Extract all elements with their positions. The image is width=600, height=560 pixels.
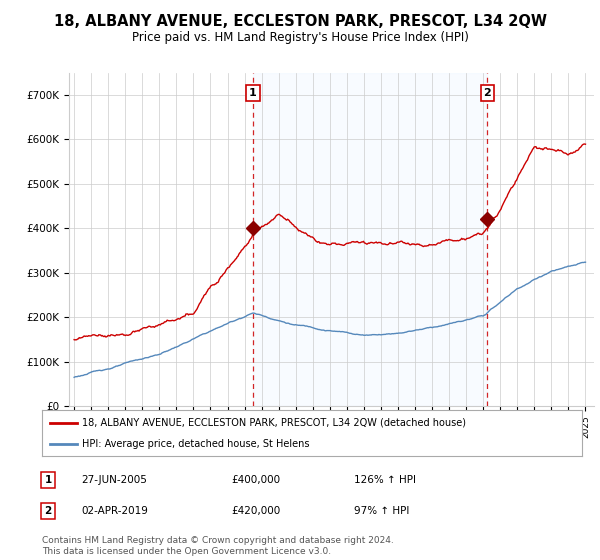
- Text: 97% ↑ HPI: 97% ↑ HPI: [354, 506, 409, 516]
- Text: 2: 2: [484, 88, 491, 98]
- Text: 02-APR-2019: 02-APR-2019: [81, 506, 148, 516]
- Text: HPI: Average price, detached house, St Helens: HPI: Average price, detached house, St H…: [83, 439, 310, 449]
- Text: 1: 1: [44, 475, 52, 485]
- Text: £400,000: £400,000: [231, 475, 280, 485]
- Text: 18, ALBANY AVENUE, ECCLESTON PARK, PRESCOT, L34 2QW (detached house): 18, ALBANY AVENUE, ECCLESTON PARK, PRESC…: [83, 418, 467, 428]
- Text: Contains HM Land Registry data © Crown copyright and database right 2024.
This d: Contains HM Land Registry data © Crown c…: [42, 536, 394, 556]
- Text: 1: 1: [249, 88, 257, 98]
- Text: 126% ↑ HPI: 126% ↑ HPI: [354, 475, 416, 485]
- Text: 2: 2: [44, 506, 52, 516]
- Text: 18, ALBANY AVENUE, ECCLESTON PARK, PRESCOT, L34 2QW: 18, ALBANY AVENUE, ECCLESTON PARK, PRESC…: [53, 14, 547, 29]
- Text: £420,000: £420,000: [231, 506, 280, 516]
- Text: Price paid vs. HM Land Registry's House Price Index (HPI): Price paid vs. HM Land Registry's House …: [131, 31, 469, 44]
- Bar: [253, 73, 487, 406]
- Text: 27-JUN-2005: 27-JUN-2005: [81, 475, 147, 485]
